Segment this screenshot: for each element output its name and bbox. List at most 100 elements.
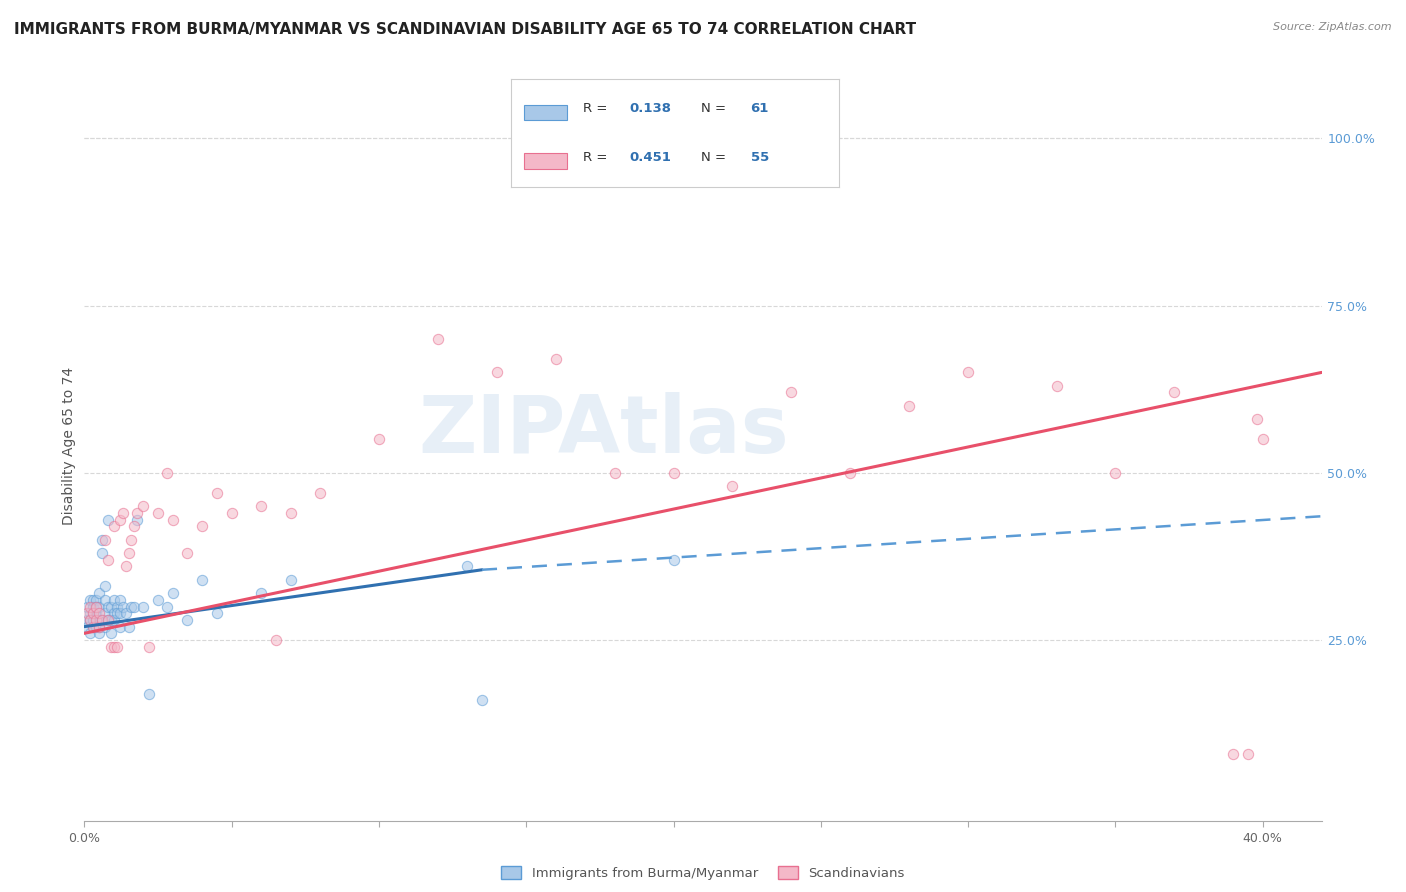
Point — [79, 607, 101, 621]
Point — [1104, 466, 1126, 480]
Point — [156, 466, 179, 480]
Point — [426, 332, 449, 346]
Point — [191, 573, 214, 587]
Point — [1045, 379, 1067, 393]
Point — [721, 479, 744, 493]
Point — [82, 607, 104, 621]
Point — [1163, 385, 1185, 400]
Point — [79, 613, 101, 627]
Point — [124, 599, 146, 614]
Point — [105, 640, 128, 654]
Point — [79, 599, 101, 614]
Point — [87, 626, 110, 640]
Point — [87, 607, 110, 621]
Point — [105, 607, 128, 621]
Point — [250, 500, 273, 514]
Point — [79, 613, 101, 627]
Point — [780, 385, 803, 400]
Point — [280, 573, 302, 587]
Point — [84, 607, 107, 621]
Point — [205, 485, 228, 500]
Point — [117, 546, 139, 560]
Point — [82, 599, 104, 614]
Point — [205, 607, 228, 621]
Point — [87, 620, 110, 634]
Point — [105, 599, 128, 614]
Point — [97, 613, 120, 627]
Point — [87, 599, 110, 614]
Text: Source: ZipAtlas.com: Source: ZipAtlas.com — [1274, 22, 1392, 32]
Point — [114, 607, 136, 621]
Point — [84, 620, 107, 634]
Point — [97, 599, 120, 614]
Point — [121, 533, 143, 547]
Point — [957, 366, 980, 380]
Point — [146, 506, 169, 520]
Point — [76, 613, 98, 627]
Point — [91, 546, 114, 560]
Point — [1246, 412, 1268, 426]
Point — [84, 599, 107, 614]
Point — [146, 593, 169, 607]
Point — [97, 553, 120, 567]
Y-axis label: Disability Age 65 to 74: Disability Age 65 to 74 — [62, 367, 76, 525]
Point — [84, 613, 107, 627]
Point — [309, 485, 332, 500]
Point — [162, 586, 184, 600]
Point — [250, 586, 273, 600]
Point — [91, 533, 114, 547]
Point — [79, 593, 101, 607]
Point — [544, 352, 567, 367]
Point — [100, 626, 122, 640]
Point — [121, 599, 143, 614]
Point — [156, 599, 179, 614]
Point — [124, 519, 146, 533]
Point — [94, 593, 117, 607]
Point — [87, 613, 110, 627]
Point — [108, 620, 131, 634]
Legend: Immigrants from Burma/Myanmar, Scandinavians: Immigrants from Burma/Myanmar, Scandinav… — [496, 861, 910, 885]
Point — [162, 512, 184, 526]
Point — [108, 593, 131, 607]
Point — [114, 559, 136, 574]
Point — [87, 586, 110, 600]
Point — [662, 553, 685, 567]
Point — [108, 512, 131, 526]
Point — [97, 512, 120, 526]
Point — [76, 620, 98, 634]
Point — [111, 506, 134, 520]
Point — [127, 512, 149, 526]
Point — [94, 607, 117, 621]
Point — [94, 620, 117, 634]
Point — [100, 599, 122, 614]
Point — [368, 433, 391, 447]
Point — [91, 613, 114, 627]
Point — [127, 506, 149, 520]
Point — [662, 466, 685, 480]
Point — [176, 613, 198, 627]
Point — [138, 687, 160, 701]
Point — [84, 593, 107, 607]
Point — [100, 640, 122, 654]
Point — [79, 626, 101, 640]
Point — [82, 620, 104, 634]
Point — [103, 613, 125, 627]
Point — [603, 466, 626, 480]
Point — [108, 607, 131, 621]
Point — [485, 366, 508, 380]
Point — [221, 506, 243, 520]
Point — [898, 399, 921, 413]
Point — [191, 519, 214, 533]
Point — [103, 593, 125, 607]
Point — [76, 599, 98, 614]
Point — [100, 613, 122, 627]
Point — [76, 607, 98, 621]
Text: IMMIGRANTS FROM BURMA/MYANMAR VS SCANDINAVIAN DISABILITY AGE 65 TO 74 CORRELATIO: IMMIGRANTS FROM BURMA/MYANMAR VS SCANDIN… — [14, 22, 917, 37]
Point — [264, 633, 287, 648]
Point — [176, 546, 198, 560]
Text: ZIPAtlas: ZIPAtlas — [419, 392, 789, 470]
Point — [1237, 747, 1260, 761]
Point — [456, 559, 478, 574]
Point — [132, 599, 155, 614]
Point — [138, 640, 160, 654]
